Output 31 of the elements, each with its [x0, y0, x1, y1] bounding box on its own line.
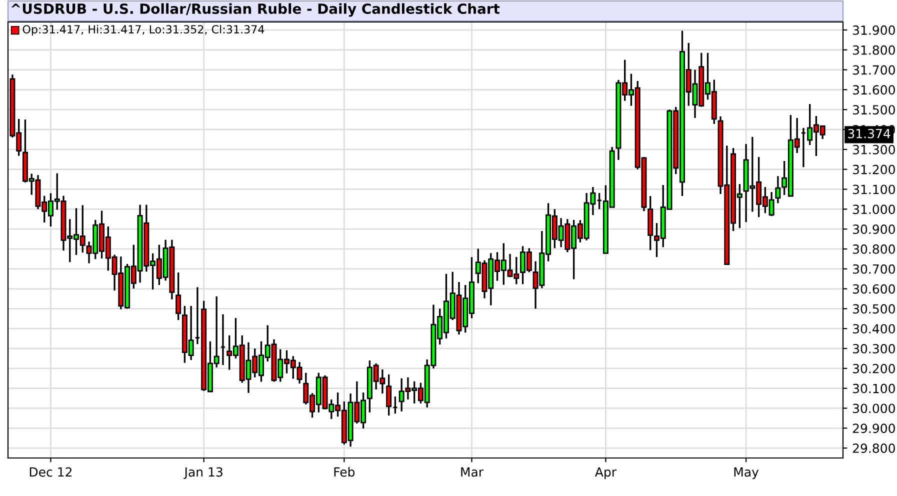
y-tick-label: 31.500	[852, 105, 895, 115]
y-tick-label: 30.400	[852, 324, 895, 334]
candlestick	[775, 175, 781, 204]
y-tick-label: 31.700	[852, 65, 895, 75]
y-tick-label: 31.900	[852, 25, 895, 35]
y-tick-label: 31.800	[852, 45, 895, 55]
x-tick-label: Mar	[461, 467, 484, 477]
candlestick	[176, 272, 182, 321]
y-tick-label: 30.600	[852, 284, 895, 294]
y-tick-label: 30.000	[852, 404, 895, 414]
y-tick-label: 31.200	[852, 164, 895, 174]
y-tick-label: 31.000	[852, 204, 895, 214]
y-tick-label: 29.900	[852, 424, 895, 434]
y-tick-label: 30.100	[852, 384, 895, 394]
x-tick-label: May	[734, 467, 759, 480]
y-tick-label: 30.800	[852, 244, 895, 254]
x-tick-label: Feb	[334, 467, 355, 477]
annotation: Op:31.417, Hi:31.417, Lo:31.352, Cl:31.374	[22, 24, 264, 36]
y-tick-label: 29.800	[852, 444, 895, 453]
y-tick-label: 31.300	[852, 144, 895, 154]
y-tick-label: 30.900	[852, 224, 895, 234]
x-tick-label: Jan 13	[184, 467, 222, 480]
y-tick-label: 30.200	[852, 364, 895, 374]
chart-title: ^USDRUB - U.S. Dollar/Russian Ruble - Daily Candlestick Chart	[11, 3, 500, 17]
y-tick-label: 30.700	[852, 264, 895, 274]
y-tick-label: 31.600	[852, 85, 895, 95]
x-tick-label: Dec 12	[30, 467, 72, 477]
y-tick-label: 31.100	[852, 184, 895, 194]
y-tick-label: 30.300	[852, 344, 895, 354]
x-tick-label: Apr	[594, 467, 617, 480]
y-tick-label: 30.500	[852, 304, 895, 314]
